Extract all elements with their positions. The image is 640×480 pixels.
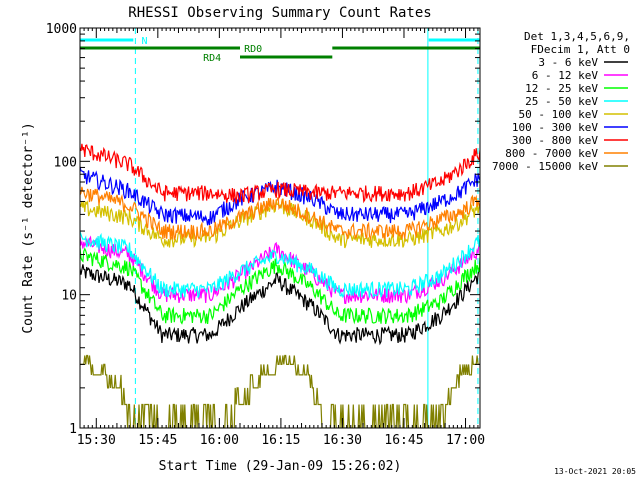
series-line (80, 186, 480, 241)
legend-entry-label: 25 - 50 keV (525, 95, 598, 108)
legend-entry-label: 50 - 100 keV (519, 108, 599, 121)
legend-entry-label: 300 - 800 keV (512, 134, 598, 147)
y-tick-label: 1 (69, 422, 77, 437)
legend-header: Det 1,3,4,5,6,9, (524, 30, 630, 43)
x-tick-label: 17:00 (446, 433, 485, 448)
series-line (80, 235, 480, 305)
x-tick-label: 15:30 (77, 433, 116, 448)
x-tick-label: 16:00 (200, 433, 239, 448)
legend-entry-label: 100 - 300 keV (512, 121, 598, 134)
x-tick-label: 16:45 (384, 433, 423, 448)
legend-entry-label: 7000 - 15000 keV (492, 160, 598, 173)
y-axis: 1 10 100 1000 (46, 22, 480, 437)
annotation-label: RD4 (203, 53, 221, 64)
series-line (80, 166, 480, 226)
legend-entry-label: 800 - 7000 keV (505, 147, 598, 160)
y-tick-label: 10 (61, 289, 77, 304)
y-tick-label: 100 (54, 155, 77, 170)
legend: Det 1,3,4,5,6,9,FDecim 1, Att 03 - 6 keV… (492, 30, 630, 173)
annotation-bars: N RD0 RD4 (80, 36, 480, 64)
annotation-label: RD0 (244, 44, 262, 55)
series-line (80, 264, 480, 346)
series-line (80, 247, 480, 325)
legend-entry-label: 3 - 6 keV (538, 56, 598, 69)
series-line (80, 231, 480, 299)
x-tick-label: 16:15 (261, 433, 300, 448)
chart-title: RHESSI Observing Summary Count Rates (128, 5, 431, 21)
x-axis-label: Start Time (29-Jan-09 15:26:02) (159, 459, 402, 474)
annotation-label: N (142, 36, 148, 47)
series-line (80, 354, 480, 428)
legend-header: FDecim 1, Att 0 (531, 43, 630, 56)
footer-timestamp: 13-Oct-2021 20:05 (554, 467, 636, 476)
x-tick-label: 16:30 (323, 433, 362, 448)
series-line (80, 143, 480, 204)
x-tick-label: 15:45 (138, 433, 177, 448)
y-axis-label: Count Rate (s⁻¹ detector⁻¹) (21, 122, 36, 333)
series-lines (80, 143, 480, 428)
plot-frame (79, 27, 481, 429)
x-axis: 15:30 15:45 16:00 16:15 16:30 16:45 17:00 (77, 28, 485, 448)
legend-entry-label: 6 - 12 keV (532, 69, 599, 82)
y-tick-label: 1000 (46, 22, 77, 37)
legend-entry-label: 12 - 25 keV (525, 82, 598, 95)
